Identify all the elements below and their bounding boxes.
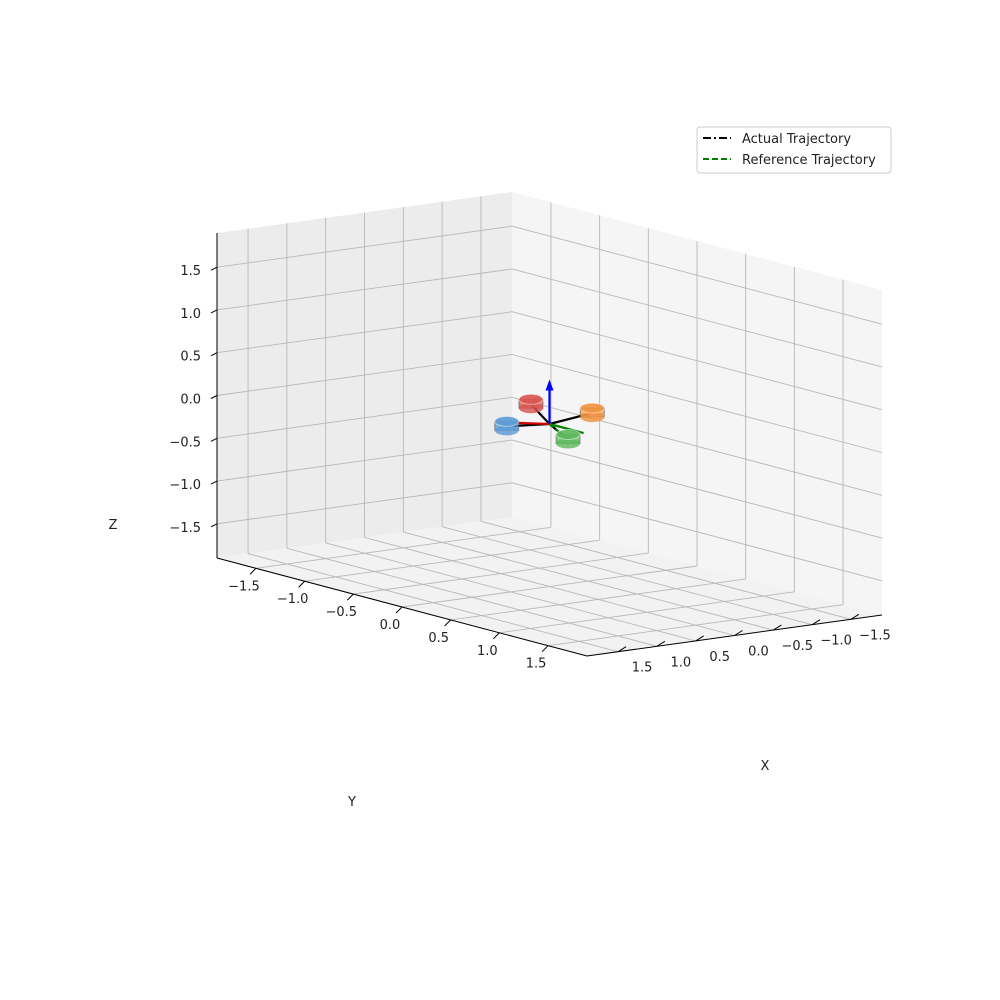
z-tick-mark	[210, 437, 218, 442]
x-tick-mark	[850, 613, 860, 620]
z-tick-label: −1.0	[169, 478, 201, 493]
x-tick-mark	[695, 635, 704, 642]
x-tick-mark	[734, 630, 743, 636]
z-tick-mark	[210, 266, 218, 271]
rotor-green	[555, 428, 581, 449]
y-tick-label: −1.5	[228, 579, 260, 594]
rotor-bottom	[494, 425, 519, 436]
axis-lines	[210, 233, 883, 657]
x-tick-label: −0.5	[782, 639, 814, 654]
rotor-top	[579, 402, 605, 414]
grid-line-x-floor	[325, 542, 696, 642]
grid-line-z-left	[216, 311, 513, 354]
x-tick-label: 1.5	[632, 661, 653, 676]
y-tick-label: 1.5	[526, 657, 547, 672]
grid-line-z-left	[216, 225, 513, 268]
grid-line-y-floor	[547, 604, 844, 647]
body-z-arrowhead	[545, 379, 554, 391]
z-tick-mark	[210, 309, 218, 314]
rotor-red	[518, 393, 544, 414]
y-tick-mark	[493, 632, 500, 640]
y-tick-mark	[298, 580, 305, 588]
y-tick-label: 0.5	[428, 631, 449, 646]
grid-lines	[216, 196, 883, 653]
y-tick-mark	[444, 619, 452, 627]
y-tick-mark	[249, 567, 257, 575]
z-tick-mark	[210, 395, 218, 399]
z-tick-label: −1.5	[169, 521, 201, 536]
grid-line-z-right	[511, 268, 883, 368]
rotor-bottom	[580, 412, 605, 423]
grid-line-z-right	[511, 311, 883, 411]
grid-line-z-right	[511, 225, 883, 325]
y-tick-mark	[541, 645, 549, 653]
y-tick-mark	[395, 606, 403, 614]
rotor-top	[494, 415, 520, 427]
legend: Actual Trajectory Reference Trajectory	[696, 126, 892, 174]
z-tick-mark	[210, 352, 218, 357]
grid-line-x-floor	[286, 547, 657, 647]
legend-frame	[696, 126, 892, 174]
legend-label-reference: Reference Trajectory	[742, 153, 876, 168]
x-tick-label: −1.5	[859, 628, 891, 643]
y-tick-mark	[346, 593, 354, 601]
z-tick-mark	[210, 480, 218, 485]
x-tick-label: 0.5	[709, 650, 730, 665]
grid-line-y-floor	[499, 591, 795, 634]
y-tick-label: 0.0	[380, 618, 401, 633]
x-tick-mark	[773, 624, 782, 631]
legend-label-actual: Actual Trajectory	[742, 132, 851, 147]
quadrotor	[494, 379, 605, 449]
rotor-bottom	[556, 438, 581, 449]
x-tick-mark	[656, 640, 666, 647]
rotor-orange	[579, 402, 605, 423]
z-tick-label: −0.5	[169, 435, 201, 450]
x-tick-mark	[811, 619, 821, 626]
tick-labels: −1.5 −1.5 −1.5 −1.0 −1.0 −1.0 −0.5 −0.5 −0.5 0.0 0…	[169, 264, 890, 675]
rotor-top	[518, 393, 544, 405]
x-tick-mark	[617, 646, 627, 653]
z-tick-label: 0.0	[180, 393, 201, 408]
rotor-blue	[494, 415, 520, 436]
grid-line-y-floor	[401, 565, 698, 608]
z-tick-mark	[210, 523, 218, 528]
grid-line-z-right	[511, 354, 883, 453]
grid-line-y-floor	[450, 578, 746, 621]
z-axis-label: Z	[109, 518, 118, 533]
x-axis-label: X	[761, 759, 770, 774]
x-tick-label: 1.0	[671, 655, 692, 670]
x-tick-label: 0.0	[748, 645, 769, 660]
rotor-bottom	[518, 403, 543, 414]
rotor-top	[555, 428, 581, 440]
y-axis-label: Y	[347, 795, 356, 810]
x-tick-label: −1.0	[820, 634, 852, 649]
z-tick-label: 1.0	[180, 307, 201, 322]
body-x-axis	[515, 421, 550, 426]
y-tick-label: −1.0	[277, 592, 309, 607]
grid-line-x-floor	[247, 553, 619, 653]
y-tick-label: −0.5	[326, 605, 358, 620]
z-tick-label: 0.5	[180, 350, 201, 365]
grid-line-z-left	[216, 354, 513, 396]
y-tick-label: 1.0	[477, 644, 498, 659]
grid-line-z-left	[216, 268, 513, 311]
z-tick-label: 1.5	[180, 264, 201, 279]
